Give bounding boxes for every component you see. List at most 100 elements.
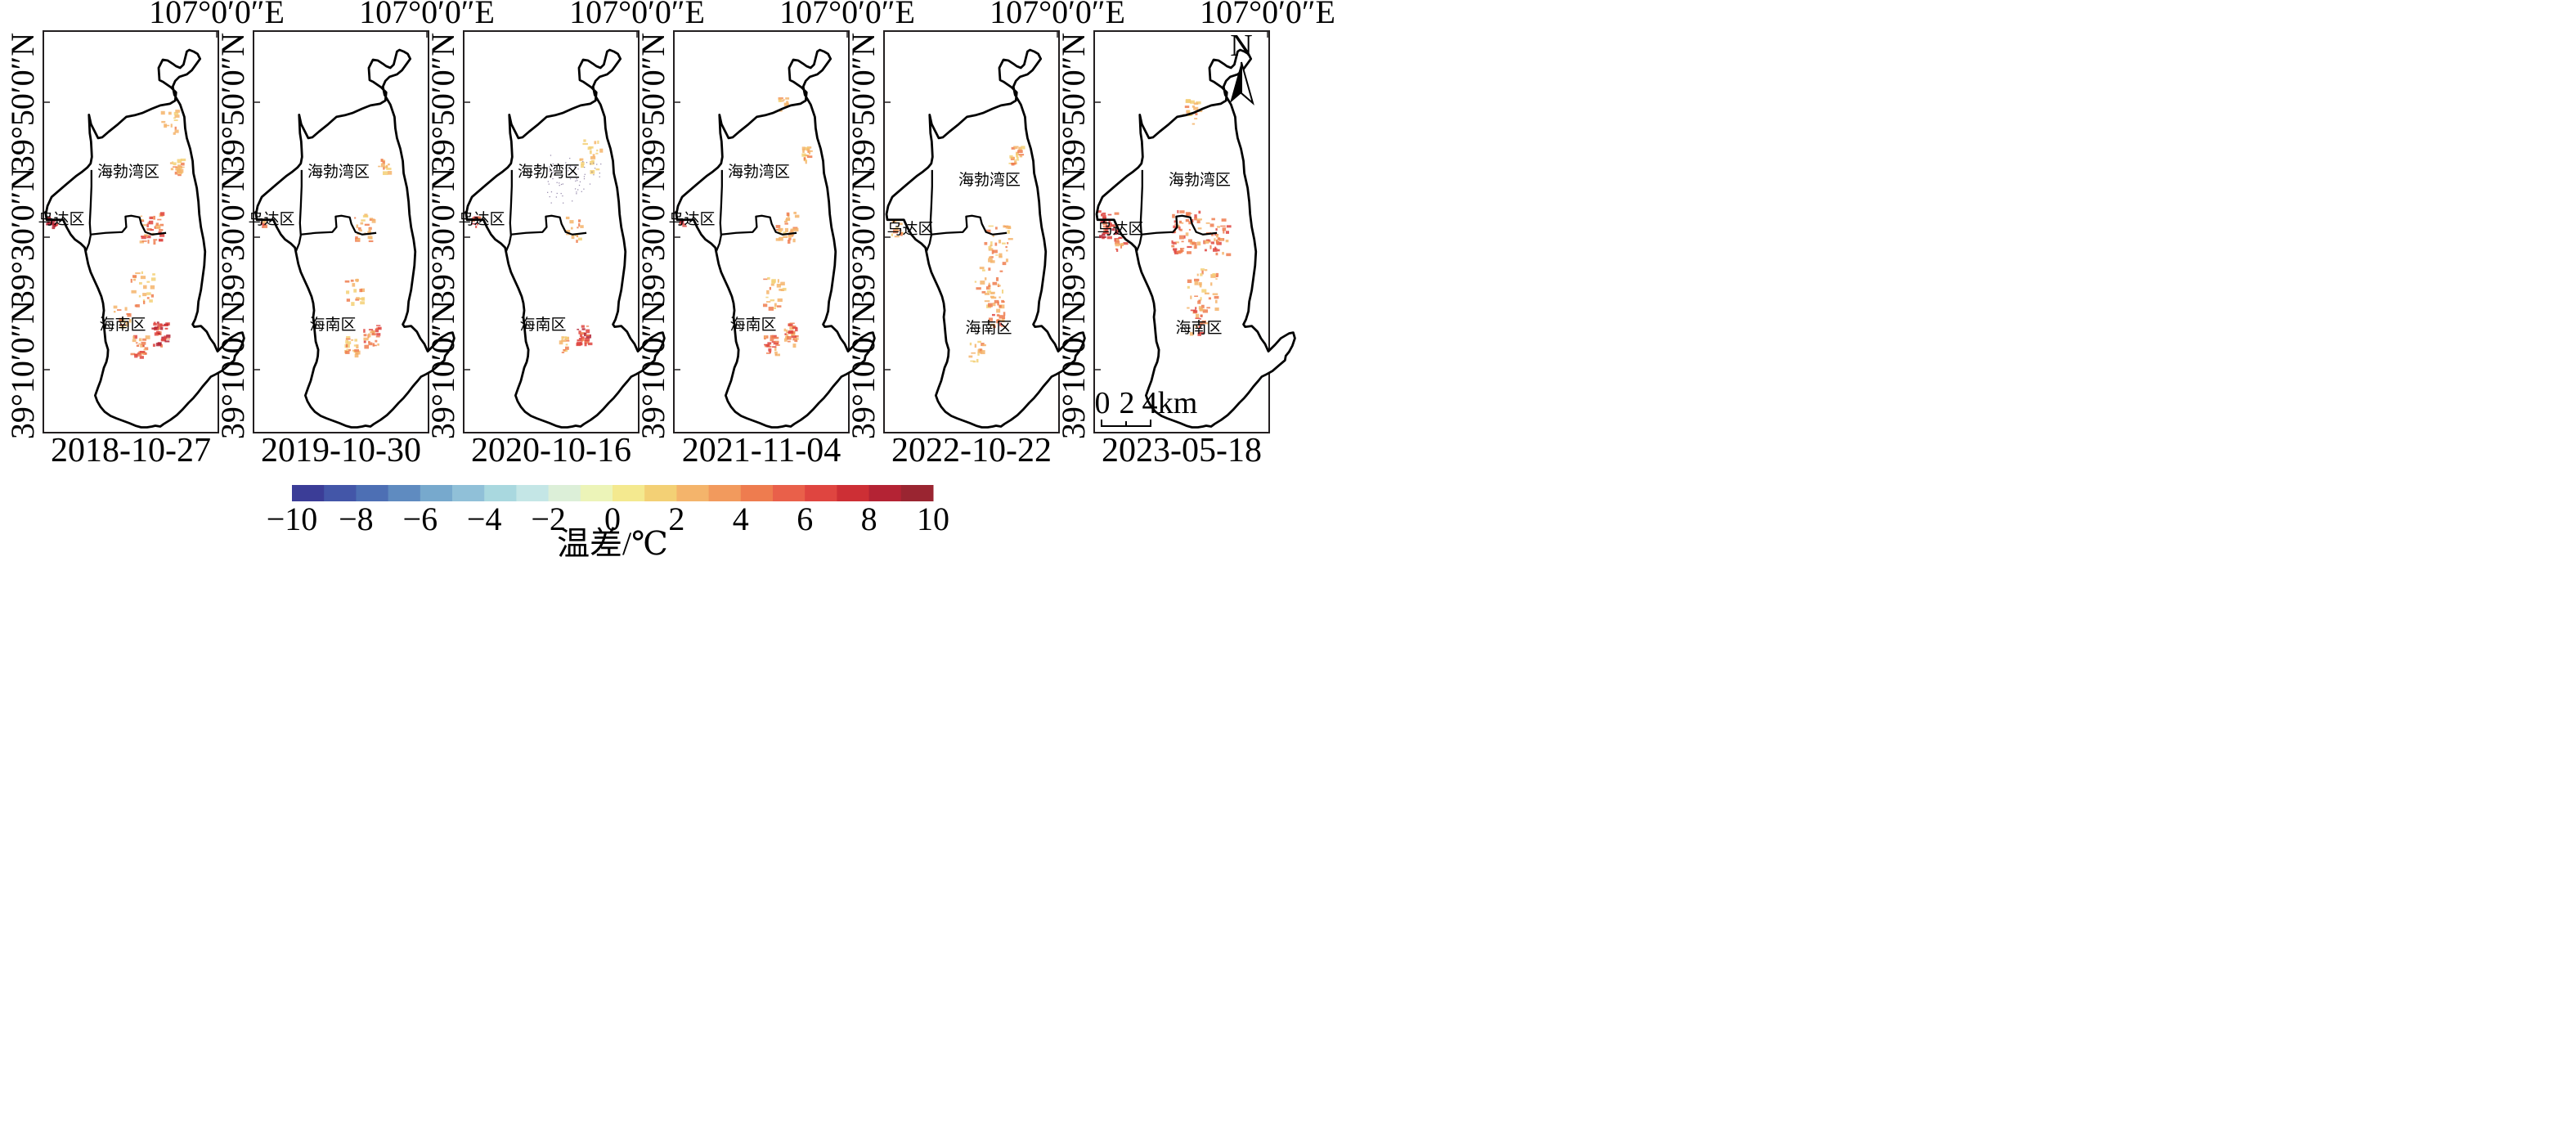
hotspot-pixel	[113, 311, 116, 313]
hotspot-pixel	[382, 171, 388, 176]
hotspot-pixel	[794, 335, 799, 338]
hotspot-pixel	[152, 273, 155, 276]
hotspot-pixel	[592, 154, 595, 158]
hotspot-pixel	[475, 225, 478, 228]
hotspot-pixel	[784, 222, 788, 225]
hotspot-pixel	[981, 343, 986, 347]
hotspot-pixel	[360, 301, 365, 305]
hotspot-pixel	[173, 119, 178, 121]
hotspot-pixel	[132, 278, 137, 281]
hotspot-pixel	[132, 339, 137, 343]
hainan-boundary	[1141, 214, 1218, 236]
hotspot-pixel	[1210, 233, 1214, 236]
cool-pixel	[550, 202, 552, 204]
hotspot-pixel	[368, 342, 373, 346]
scale-bar-unit: km	[1158, 386, 1198, 420]
hotspot-pixel	[974, 281, 977, 283]
hotspot-pixel	[1187, 307, 1190, 309]
latitude-label: 39°50′0″N	[845, 33, 882, 172]
hotspot-pixel	[1171, 245, 1175, 248]
legend-color-step	[837, 485, 870, 501]
hotspot-pixel	[976, 287, 981, 290]
outer-boundary	[464, 48, 666, 429]
hotspot-pixel	[346, 290, 350, 294]
hotspot-pixel	[805, 159, 808, 162]
hotspot-pixel	[1103, 231, 1108, 234]
hotspot-pixel	[1105, 228, 1109, 231]
hotspot-pixel	[1198, 299, 1201, 302]
hotspot-pixel	[990, 295, 994, 299]
cool-pixel	[562, 195, 563, 197]
hotspot-pixel	[1021, 146, 1025, 150]
hotspot-pixel	[569, 220, 574, 224]
hotspot-pixel	[590, 159, 595, 162]
hotspot-pixel	[1102, 233, 1106, 236]
hotspot-pixel	[383, 166, 385, 170]
hotspot-pixel	[1115, 229, 1120, 232]
hotspot-pixel	[994, 242, 998, 246]
scale-bar-tick: 0	[1095, 386, 1111, 420]
hotspot-pixel	[1206, 307, 1210, 309]
hotspot-pixel	[375, 339, 378, 343]
hotspot-pixel	[140, 343, 145, 348]
hotspot-pixel	[1002, 301, 1005, 303]
hotspot-pixel	[784, 227, 788, 232]
cool-pixel	[583, 177, 586, 180]
hotspot-pixel	[788, 239, 791, 244]
cool-pixel	[581, 191, 582, 192]
hotspot-pixel	[345, 338, 351, 340]
hotspot-pixel	[801, 153, 806, 157]
panel-date: 2019-10-30	[261, 432, 421, 469]
hotspot-pixel	[1181, 240, 1184, 243]
hotspot-pixel	[803, 157, 806, 160]
hotspot-pixel	[788, 237, 792, 240]
hotspot-pixel	[981, 290, 986, 294]
hotspot-pixel	[778, 97, 783, 101]
hotspot-pixel	[1200, 273, 1203, 276]
hotspot-pixel	[153, 239, 158, 241]
hotspot-pixel	[792, 227, 799, 232]
hotspot-pixel	[1215, 252, 1218, 256]
hotspot-pixel	[988, 258, 993, 263]
hotspot-pixel	[1018, 154, 1025, 156]
hotspot-pixel	[177, 164, 182, 168]
district-label-hainan: 海南区	[309, 316, 356, 334]
cool-pixel	[591, 171, 593, 173]
hainan-boundary	[931, 214, 1008, 236]
cool-pixel	[569, 157, 571, 159]
hotspot-pixel	[596, 149, 599, 152]
hotspot-pixel	[353, 289, 357, 293]
hotspot-pixel	[371, 333, 376, 336]
hotspot-pixel	[561, 339, 567, 343]
hotspot-pixel	[1178, 235, 1184, 240]
hotspot-pixel	[119, 317, 123, 322]
hotspot-pixel	[785, 218, 790, 221]
hotspot-pixel	[1200, 315, 1203, 317]
cool-pixel	[567, 164, 568, 166]
hotspot-pixel	[898, 229, 902, 231]
hotspot-pixel	[177, 173, 182, 177]
hotspot-pixel	[1174, 249, 1177, 253]
hotspot-pixel	[1016, 153, 1018, 158]
hotspot-pixel	[46, 222, 50, 226]
hotspot-pixel	[173, 111, 179, 115]
hotspot-pixel	[1115, 243, 1120, 247]
cool-pixel	[574, 188, 577, 190]
hotspot-pixel	[764, 343, 768, 346]
legend-tick-label: −4	[467, 501, 502, 537]
hotspot-pixel	[899, 222, 903, 226]
hotspot-pixel	[991, 249, 994, 254]
hotspot-pixel	[1005, 225, 1011, 229]
hotspot-pixel	[368, 240, 374, 243]
heat-hotspots	[260, 159, 393, 358]
hotspot-pixel	[969, 342, 972, 346]
cool-pixel	[583, 176, 586, 177]
hotspot-pixel	[174, 129, 179, 133]
hotspot-pixel	[150, 277, 156, 281]
hotspot-pixel	[1001, 326, 1007, 327]
hotspot-pixel	[173, 162, 177, 166]
hotspot-pixel	[1097, 210, 1102, 213]
hotspot-pixel	[1200, 297, 1202, 301]
hotspot-pixel	[1198, 306, 1202, 310]
